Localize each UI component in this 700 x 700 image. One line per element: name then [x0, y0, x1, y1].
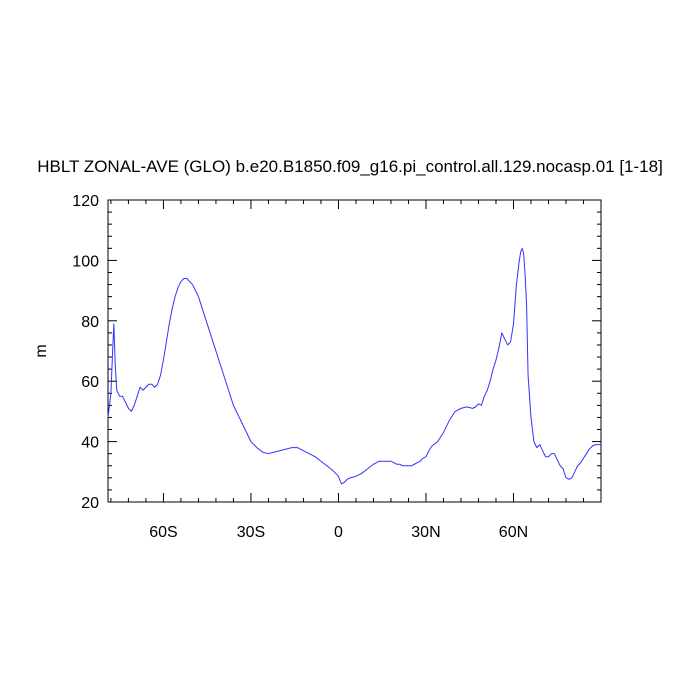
series-line	[107, 247, 601, 485]
x-tick-label: 30N	[411, 524, 440, 541]
tick-labels-layer: 20 40 60 80 100 120 60S 30S 0 30N 60N	[72, 193, 528, 541]
x-tick-label: 0	[334, 524, 343, 541]
plot-frame	[107, 199, 602, 503]
y-tick-label: 80	[81, 314, 99, 331]
ticks-layer	[108, 199, 601, 503]
x-tick-label: 60S	[149, 524, 177, 541]
y-tick-label: 40	[81, 435, 99, 452]
y-tick-label: 20	[81, 495, 99, 512]
x-tick-label: 60N	[499, 524, 528, 541]
x-tick-label: 30S	[237, 524, 265, 541]
y-tick-label: 120	[72, 193, 99, 210]
series-layer	[107, 247, 601, 485]
y-axis-label: m	[33, 344, 50, 357]
chart-title: HBLT ZONAL-AVE (GLO) b.e20.B1850.f09_g16…	[37, 157, 663, 176]
y-tick-label: 100	[72, 253, 99, 270]
y-tick-label: 60	[81, 374, 99, 391]
